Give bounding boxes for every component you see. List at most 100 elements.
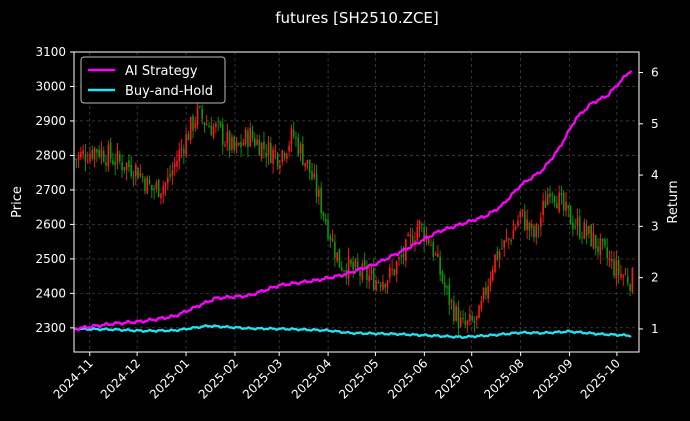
- candle-body: [240, 141, 242, 148]
- candle-body: [242, 143, 245, 146]
- candle-body: [258, 139, 261, 156]
- candle-body: [514, 226, 517, 230]
- candle-body: [130, 165, 133, 176]
- candle-body: [599, 238, 602, 255]
- candle-body: [221, 124, 224, 145]
- candle-body: [288, 145, 290, 152]
- candle-body: [558, 192, 560, 212]
- candle-body: [626, 276, 629, 284]
- candle-body: [439, 256, 441, 275]
- candle-body: [594, 234, 597, 249]
- candle-body: [189, 116, 192, 141]
- candle-body: [391, 269, 393, 271]
- price-tick-label: 2300: [35, 321, 66, 335]
- candle-body: [96, 149, 98, 153]
- candle-body: [469, 314, 471, 322]
- candle-body: [494, 254, 496, 272]
- candle-body: [565, 201, 567, 211]
- candle-body: [535, 224, 538, 237]
- candle-body: [334, 241, 336, 258]
- candle-body: [256, 139, 258, 145]
- candle-body: [290, 128, 293, 145]
- price-tick-label: 2600: [35, 217, 66, 231]
- return-tick-label: 1: [651, 322, 659, 336]
- candle-body: [267, 141, 270, 156]
- candle-body: [308, 159, 311, 173]
- price-tick-label: 2800: [35, 148, 66, 162]
- candle-body: [601, 238, 604, 241]
- candle-body: [260, 142, 263, 159]
- candle-body: [482, 288, 485, 300]
- return-axis: 1 2 3 4 5 6: [639, 66, 659, 336]
- candle-body: [617, 259, 620, 276]
- candle-body: [464, 321, 467, 325]
- candle-body: [453, 301, 455, 322]
- price-tick-label: 3000: [35, 79, 66, 93]
- candle-body: [93, 148, 96, 160]
- candle-body: [443, 282, 446, 288]
- candle-body: [606, 247, 608, 259]
- candle-body: [146, 176, 149, 194]
- candle-body: [519, 211, 522, 218]
- y2-axis-label: Return: [666, 180, 681, 223]
- candle-body: [82, 150, 84, 155]
- chart-title: futures [SH2510.ZCE]: [275, 9, 439, 27]
- candle-body: [121, 161, 123, 171]
- candle-body: [281, 150, 284, 162]
- candle-body: [144, 178, 146, 192]
- candle-body: [304, 162, 306, 167]
- candle-body: [487, 286, 490, 299]
- candle-body: [178, 150, 181, 162]
- candle-body: [247, 130, 249, 148]
- candle-body: [542, 200, 544, 216]
- candle-body: [400, 255, 403, 257]
- candle-body: [322, 212, 325, 217]
- candle-body: [292, 129, 295, 137]
- candle-body: [569, 205, 572, 225]
- candle-body: [379, 284, 382, 287]
- candle-body: [274, 151, 277, 153]
- price-tick-label: 2700: [35, 183, 66, 197]
- candle-body: [167, 177, 169, 184]
- candle-body: [320, 187, 322, 214]
- legend-label-buy-and-hold: Buy-and-Hold: [125, 84, 213, 99]
- candle-body: [215, 123, 217, 127]
- price-tick-label: 2400: [35, 286, 66, 300]
- candle-body: [366, 265, 368, 280]
- candle-body: [409, 234, 412, 237]
- candle-body: [112, 160, 114, 165]
- candle-body: [279, 164, 281, 169]
- candle-body: [162, 186, 165, 195]
- candle-body: [153, 188, 155, 190]
- candle-body: [356, 261, 359, 269]
- candle-body: [137, 168, 139, 179]
- candle-body: [340, 267, 343, 271]
- candle-body: [549, 193, 551, 198]
- price-tick-label: 2500: [35, 252, 66, 266]
- candle-body: [313, 173, 316, 178]
- candle-body: [265, 152, 268, 158]
- candle-body: [540, 217, 542, 227]
- candle-body: [480, 300, 483, 309]
- candle-body: [604, 239, 606, 246]
- candle-body: [501, 248, 503, 250]
- candle-body: [228, 131, 231, 151]
- candle-body: [297, 137, 300, 155]
- candle-body: [151, 184, 153, 191]
- candle-body: [123, 166, 126, 170]
- candle-body: [318, 189, 320, 197]
- candle-body: [212, 126, 215, 137]
- candle-body: [512, 229, 515, 239]
- candle-body: [503, 240, 506, 248]
- candle-body: [411, 236, 414, 246]
- candle-body: [263, 141, 265, 150]
- candle-body: [224, 144, 226, 146]
- candle-body: [610, 258, 613, 262]
- price-tick-label: 2900: [35, 114, 66, 128]
- candle-body: [171, 170, 174, 176]
- candle-body: [546, 194, 549, 205]
- ai-strategy-line: [73, 70, 633, 332]
- candle-body: [327, 219, 329, 239]
- candle-body: [395, 262, 398, 274]
- candle-body: [416, 226, 419, 241]
